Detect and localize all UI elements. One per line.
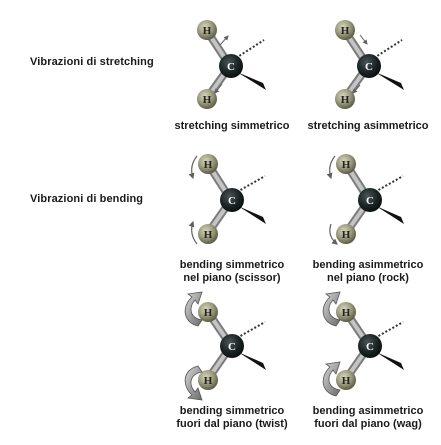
large-motion-arrow [184,365,203,401]
hydrogen-label: H [342,159,351,171]
carbon-label: C [366,195,374,207]
hydrogen-atom [335,89,355,109]
caption-line: fuori dal piano (twist) [176,418,288,430]
carbon-atom [357,54,381,78]
carbon-label: C [227,61,235,73]
molecule-stretch-symmetric: H H C [197,20,266,109]
motion-arrow [188,220,198,245]
caption-line: bending simmetrico [179,259,285,271]
caption-bend-wag: bending asimmetrico fuori dal piano (wag… [293,405,441,431]
hydrogen-label: H [342,307,351,319]
large-motion-arrow [322,361,341,397]
motion-arrow [326,155,336,180]
caption-stretch-symmetric: stretching simmetrico [174,120,290,132]
hydrogen-atom [197,20,217,40]
motion-arrow [188,155,198,180]
carbon-atom [220,334,244,358]
hydrogen-label: H [204,307,213,319]
hydrogen-label: H [204,159,213,171]
hydrogen-atom [335,20,355,40]
caption-bend-twist: bending simmetrico fuori dal piano (twis… [157,405,307,431]
molecule-stretch-asymmetric: H H C [335,20,404,109]
caption-line: nel piano (rock) [327,272,409,284]
hydrogen-label: H [342,375,351,387]
carbon-atom [220,188,244,212]
hydrogen-atom [197,89,217,109]
stretching-section-label: Vibrazioni di stretching [30,56,154,68]
caption-line: bending simmetrico [179,405,285,417]
hydrogen-atom [336,370,356,390]
motion-arrow [214,83,223,94]
hydrogen-label: H [342,229,351,241]
carbon-label: C [365,61,373,73]
hydrogen-label: H [204,375,213,387]
caption-bend-scissor: bending simmetrico nel piano (scissor) [157,259,307,285]
caption-line: nel piano (scissor) [183,272,281,284]
hydrogen-label: H [203,94,212,106]
hydrogen-atom [198,224,218,244]
hydrogen-label: H [341,94,350,106]
caption-line: fuori dal piano (wag) [314,418,422,430]
hydrogen-atom [198,370,218,390]
hydrogen-atom [336,224,356,244]
caption-stretch-asymmetric: stretching asimmetrico [307,120,429,132]
hydrogen-atom [336,302,356,322]
carbon-atom [358,188,382,212]
carbon-atom [219,54,243,78]
molecule-bend-wag: H H C [322,291,404,397]
large-motion-arrow [322,291,341,327]
molecule-bend-scissor: H H C [188,154,266,245]
caption-line: bending asimmetrico [312,405,424,417]
hydrogen-atom [198,154,218,174]
caption-line: bending asimmetrico [312,259,424,271]
hydrogen-label: H [203,25,212,37]
carbon-label: C [228,341,236,353]
molecule-bend-rock: H H C [326,154,404,245]
carbon-label: C [228,195,236,207]
carbon-atom [358,334,382,358]
hydrogen-label: H [341,25,350,37]
molecule-bend-twist: H H C [184,291,266,401]
motion-arrow [219,35,229,46]
carbon-label: C [366,341,374,353]
motion-arrow [329,223,338,245]
hydrogen-label: H [204,229,213,241]
motion-arrow [352,84,361,94]
large-motion-arrow [184,291,203,327]
bending-section-label: Vibrazioni di bending [30,193,144,205]
caption-bend-rock: bending asimmetrico nel piano (rock) [293,259,441,285]
motion-arrow [359,34,368,45]
hydrogen-atom [198,302,218,322]
hydrogen-atom [336,154,356,174]
